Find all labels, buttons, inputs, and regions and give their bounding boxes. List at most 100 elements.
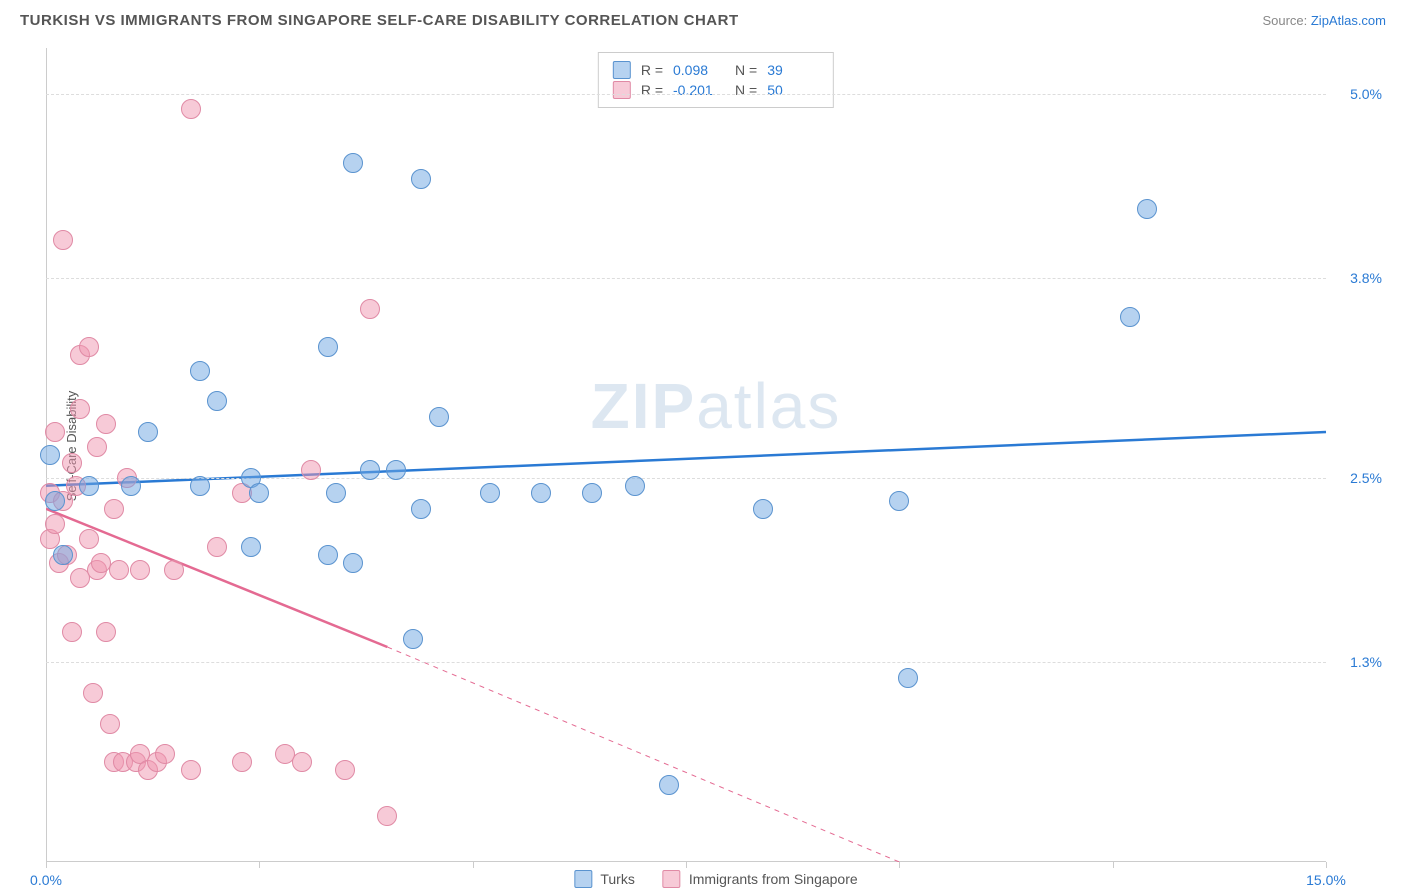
xtick [473, 862, 474, 868]
data-point-turks [318, 337, 338, 357]
r-label: R = [641, 82, 663, 98]
data-point-turks [898, 668, 918, 688]
watermark-zip: ZIP [591, 370, 697, 442]
r-value-turks: 0.098 [673, 62, 725, 78]
data-point-singapore [83, 683, 103, 703]
data-point-turks [40, 445, 60, 465]
grid-line [46, 662, 1326, 663]
data-point-turks [241, 537, 261, 557]
r-label: R = [641, 62, 663, 78]
data-point-singapore [232, 752, 252, 772]
data-point-singapore [79, 337, 99, 357]
data-point-turks [249, 483, 269, 503]
source-attribution: Source: ZipAtlas.com [1262, 13, 1386, 28]
source-link[interactable]: ZipAtlas.com [1311, 13, 1386, 28]
data-point-singapore [104, 499, 124, 519]
swatch-singapore [613, 81, 631, 99]
watermark: ZIPatlas [591, 369, 842, 443]
legend-label-turks: Turks [600, 871, 634, 887]
data-point-singapore [207, 537, 227, 557]
swatch-singapore-icon [663, 870, 681, 888]
swatch-turks [613, 61, 631, 79]
data-point-turks [753, 499, 773, 519]
xtick [259, 862, 260, 868]
data-point-turks [889, 491, 909, 511]
grid-line [46, 94, 1326, 95]
chart-title: TURKISH VS IMMIGRANTS FROM SINGAPORE SEL… [20, 12, 739, 29]
data-point-turks [343, 153, 363, 173]
data-point-singapore [360, 299, 380, 319]
legend-row-singapore: R = -0.201 N = 50 [613, 81, 819, 99]
data-point-turks [79, 476, 99, 496]
ytick-label: 5.0% [1350, 86, 1382, 102]
data-point-singapore [45, 514, 65, 534]
series-legend: Turks Immigrants from Singapore [574, 870, 857, 888]
trend-lines-layer [46, 48, 1386, 862]
data-point-turks [45, 491, 65, 511]
data-point-singapore [45, 422, 65, 442]
data-point-singapore [62, 622, 82, 642]
data-point-turks [429, 407, 449, 427]
source-label: Source: [1262, 13, 1310, 28]
data-point-singapore [53, 230, 73, 250]
data-point-singapore [164, 560, 184, 580]
data-point-singapore [79, 529, 99, 549]
legend-row-turks: R = 0.098 N = 39 [613, 61, 819, 79]
data-point-singapore [70, 399, 90, 419]
data-point-turks [411, 169, 431, 189]
data-point-singapore [335, 760, 355, 780]
header: TURKISH VS IMMIGRANTS FROM SINGAPORE SEL… [0, 0, 1406, 37]
n-label: N = [735, 82, 757, 98]
data-point-turks [121, 476, 141, 496]
data-point-turks [403, 629, 423, 649]
data-point-turks [138, 422, 158, 442]
swatch-turks-icon [574, 870, 592, 888]
correlation-legend: R = 0.098 N = 39 R = -0.201 N = 50 [598, 52, 834, 108]
data-point-singapore [109, 560, 129, 580]
data-point-singapore [130, 560, 150, 580]
data-point-turks [386, 460, 406, 480]
n-value-turks: 39 [767, 62, 819, 78]
r-value-singapore: -0.201 [673, 82, 725, 98]
xtick [1326, 862, 1327, 868]
grid-line [46, 478, 1326, 479]
xtick [46, 862, 47, 868]
data-point-singapore [87, 437, 107, 457]
data-point-singapore [96, 622, 116, 642]
ytick-label: 3.8% [1350, 270, 1382, 286]
data-point-singapore [292, 752, 312, 772]
ytick-label: 2.5% [1350, 470, 1382, 486]
data-point-singapore [181, 99, 201, 119]
chart-area: ZIPatlas R = 0.098 N = 39 R = -0.201 N =… [46, 48, 1386, 862]
data-point-singapore [377, 806, 397, 826]
data-point-turks [1137, 199, 1157, 219]
plot-region: ZIPatlas R = 0.098 N = 39 R = -0.201 N =… [46, 48, 1386, 862]
xtick-label: 15.0% [1306, 872, 1346, 888]
data-point-singapore [155, 744, 175, 764]
data-point-singapore [62, 453, 82, 473]
data-point-turks [326, 483, 346, 503]
data-point-turks [190, 361, 210, 381]
grid-line [46, 278, 1326, 279]
xtick [899, 862, 900, 868]
xtick [1113, 862, 1114, 868]
data-point-singapore [96, 414, 116, 434]
xtick [686, 862, 687, 868]
data-point-singapore [301, 460, 321, 480]
ytick-label: 1.3% [1350, 654, 1382, 670]
data-point-turks [343, 553, 363, 573]
xtick-label: 0.0% [30, 872, 62, 888]
watermark-atlas: atlas [696, 370, 841, 442]
data-point-turks [190, 476, 210, 496]
legend-item-singapore: Immigrants from Singapore [663, 870, 858, 888]
data-point-singapore [181, 760, 201, 780]
data-point-turks [480, 483, 500, 503]
data-point-turks [53, 545, 73, 565]
data-point-turks [318, 545, 338, 565]
legend-item-turks: Turks [574, 870, 634, 888]
data-point-turks [360, 460, 380, 480]
data-point-turks [531, 483, 551, 503]
data-point-turks [659, 775, 679, 795]
n-value-singapore: 50 [767, 82, 819, 98]
data-point-turks [207, 391, 227, 411]
